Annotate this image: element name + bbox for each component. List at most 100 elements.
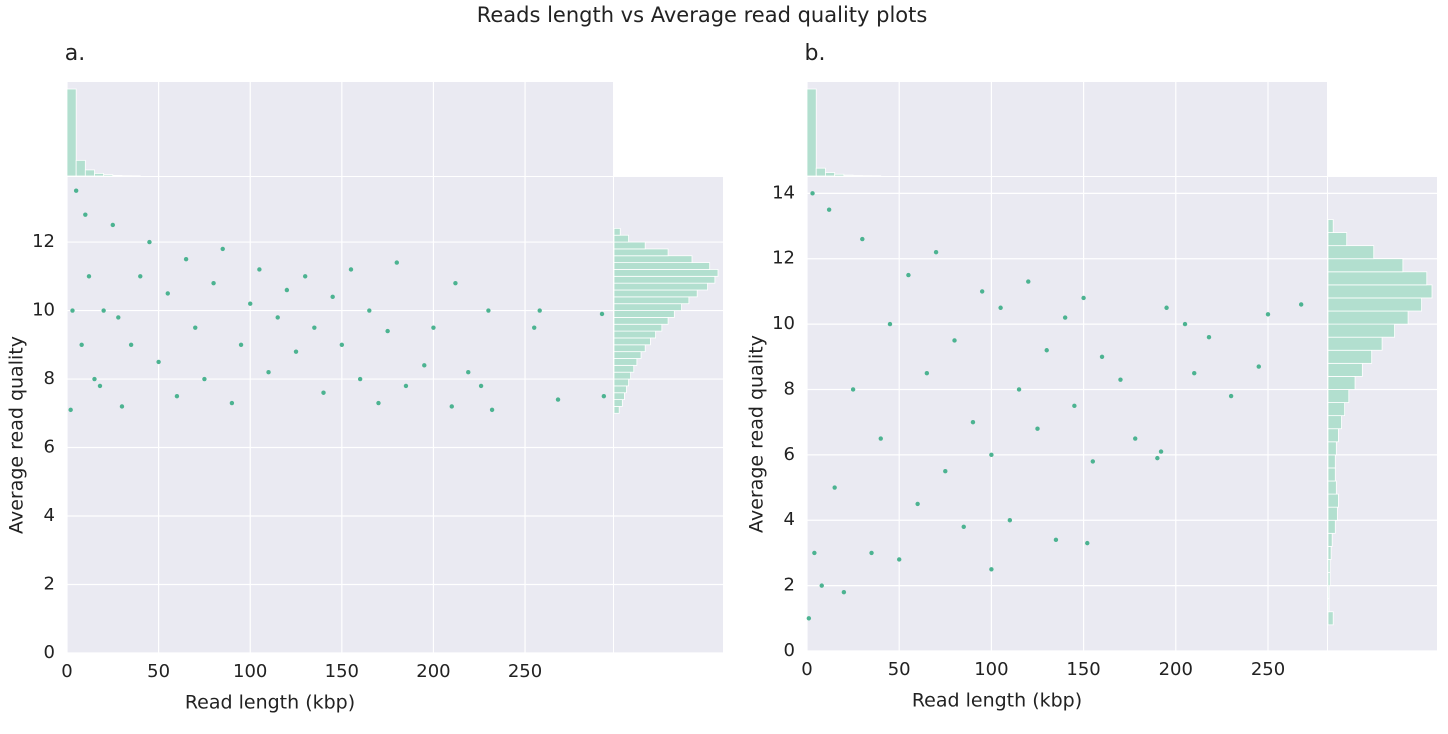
top-hist-bar [835, 174, 844, 176]
right-hist-bar [1328, 559, 1330, 572]
right-hist-bar [614, 352, 641, 359]
x-axis-label: Read length (kbp) [185, 692, 355, 714]
point [385, 329, 389, 333]
point [1207, 335, 1211, 339]
point [79, 343, 83, 347]
right-hist-bar [614, 400, 622, 407]
point [810, 191, 814, 195]
right-hist-bar [1328, 376, 1355, 389]
point [312, 325, 316, 329]
point [851, 387, 855, 391]
right-hist-bar [1328, 311, 1408, 324]
right-hist-bar [1328, 219, 1333, 232]
right-hist-bar [614, 249, 668, 256]
point [906, 273, 910, 277]
point [1081, 296, 1085, 300]
point [266, 370, 270, 374]
right-hist-bar [1328, 403, 1345, 416]
y-axis-label: Average read quality [6, 336, 28, 534]
point [138, 274, 142, 278]
x-tick-label: 100 [974, 659, 1008, 680]
point [147, 240, 151, 244]
right-hist-bar [614, 365, 634, 372]
point [897, 557, 901, 561]
point [820, 583, 824, 587]
point [116, 315, 120, 319]
right-hist-bar [1328, 259, 1403, 272]
point [1100, 355, 1104, 359]
point [285, 288, 289, 292]
point [869, 551, 873, 555]
point [952, 338, 956, 342]
x-tick-label: 0 [61, 661, 72, 682]
point [111, 223, 115, 227]
point [980, 289, 984, 293]
y-tick-label: 8 [44, 368, 55, 389]
point [83, 212, 87, 216]
point [87, 274, 91, 278]
point [453, 281, 457, 285]
right-hist-bar [614, 242, 645, 249]
point [832, 485, 836, 489]
right-hist-bar [614, 386, 626, 393]
y-tick-label: 0 [784, 640, 795, 661]
right-hist-bar [614, 263, 710, 270]
point [1229, 394, 1233, 398]
y-tick-label: 4 [44, 505, 55, 526]
point [971, 420, 975, 424]
right-hist-bar [614, 311, 674, 318]
x-tick-label: 0 [801, 659, 812, 680]
point [1266, 312, 1270, 316]
point [330, 295, 334, 299]
point [1118, 377, 1122, 381]
y-tick-label: 14 [772, 182, 795, 203]
point [303, 274, 307, 278]
right-hist-bar [614, 393, 624, 400]
right-hist-bar [614, 297, 689, 304]
right-hist-bar [614, 235, 629, 242]
y-tick-label: 10 [32, 300, 55, 321]
point [431, 325, 435, 329]
point [92, 377, 96, 381]
plot-background [807, 177, 1327, 651]
point [166, 291, 170, 295]
right-hist-bar [1328, 429, 1338, 442]
point [376, 401, 380, 405]
point [340, 343, 344, 347]
right-hist-bar [1328, 546, 1331, 559]
point [490, 408, 494, 412]
point [1072, 404, 1076, 408]
point [925, 371, 929, 375]
x-tick-label: 250 [508, 661, 542, 682]
point [358, 377, 362, 381]
point [1091, 459, 1095, 463]
right-hist-bar [1328, 520, 1335, 533]
point [962, 525, 966, 529]
point [915, 502, 919, 506]
right-hist-bar [1328, 599, 1329, 612]
right-hist-bar [614, 256, 692, 263]
y-tick-label: 0 [44, 642, 55, 663]
top-hist-bar [94, 173, 103, 176]
point [532, 325, 536, 329]
right-hist-bar [614, 317, 668, 324]
right-hist-bar [614, 283, 708, 290]
point [1026, 279, 1030, 283]
point [1063, 315, 1067, 319]
point [101, 308, 105, 312]
y-tick-label: 6 [44, 437, 55, 458]
point [556, 397, 560, 401]
point [202, 377, 206, 381]
point [230, 401, 234, 405]
right-hist-bar [1328, 442, 1336, 455]
top-hist-bar [113, 175, 122, 176]
y-axis-label: Average read quality [746, 335, 768, 533]
point [129, 343, 133, 347]
right-hist-bar [614, 304, 682, 311]
point [422, 363, 426, 367]
top-hist-bar [807, 89, 816, 176]
right-hist-bar [614, 276, 715, 283]
right-hist-bar [1328, 298, 1422, 311]
point [466, 370, 470, 374]
